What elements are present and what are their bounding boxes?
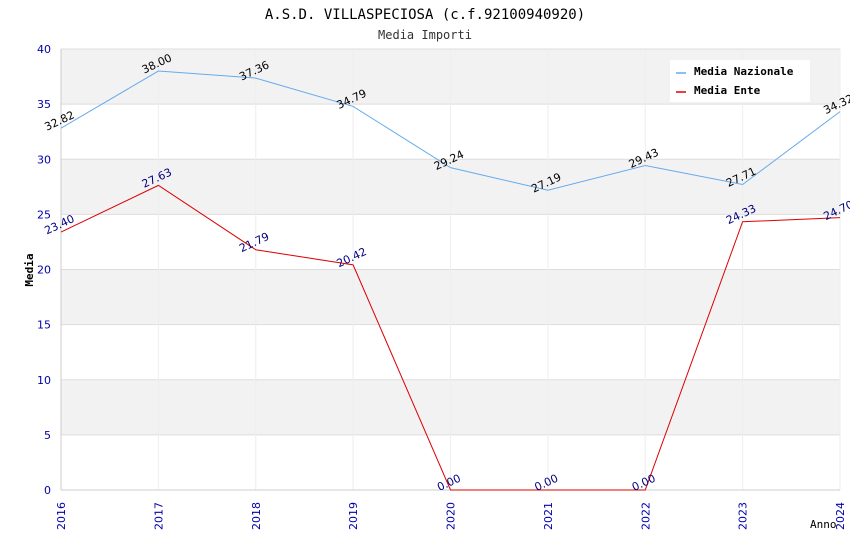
- x-tick-label: 2020: [445, 502, 458, 530]
- y-axis-label: Media: [23, 253, 36, 286]
- y-tick-label: 30: [37, 153, 51, 166]
- legend-box: [670, 60, 810, 102]
- data-label-media-ente: 0.00: [435, 472, 463, 494]
- chart-title: A.S.D. VILLASPECIOSA (c.f.92100940920): [265, 7, 585, 23]
- y-tick-label: 5: [44, 429, 51, 442]
- y-tick-label: 0: [44, 484, 51, 497]
- data-label-media-ente: 0.00: [533, 472, 561, 494]
- data-label-media-ente: 0.00: [630, 472, 658, 494]
- x-tick-label: 2017: [152, 502, 165, 530]
- x-tick-label: 2016: [55, 502, 68, 530]
- legend-label-media-ente: Media Ente: [694, 84, 761, 97]
- x-tick-label: 2019: [347, 502, 360, 530]
- data-label-media-nazionale: 32.82: [42, 108, 76, 133]
- x-tick-label: 2023: [737, 502, 750, 530]
- y-tick-label: 20: [37, 264, 51, 277]
- y-tick-label: 15: [37, 319, 51, 332]
- legend-label-media-nazionale: Media Nazionale: [694, 65, 794, 78]
- series-lines: [60, 70, 841, 491]
- x-tick-label: 2022: [639, 502, 652, 530]
- y-tick-label: 40: [37, 43, 51, 56]
- y-tick-label: 25: [37, 208, 51, 221]
- legend: Media Nazionale Media Ente: [670, 60, 810, 102]
- x-tick-label: 2018: [250, 502, 263, 530]
- chart-subtitle: Media Importi: [378, 28, 472, 42]
- y-tick-label: 35: [37, 98, 51, 111]
- x-tick-labels: 2016 2017 2018 2019 2020 2021 2022 2023 2024: [55, 502, 847, 530]
- y-tick-label: 10: [37, 374, 51, 387]
- y-tick-labels: 0 5 10 15 20 25 30 35 40: [37, 43, 51, 497]
- x-tick-label: 2024: [834, 502, 847, 530]
- x-axis-label: Anno: [810, 518, 837, 531]
- x-tick-label: 2021: [542, 502, 555, 530]
- data-label-media-ente: 20.42: [335, 245, 369, 270]
